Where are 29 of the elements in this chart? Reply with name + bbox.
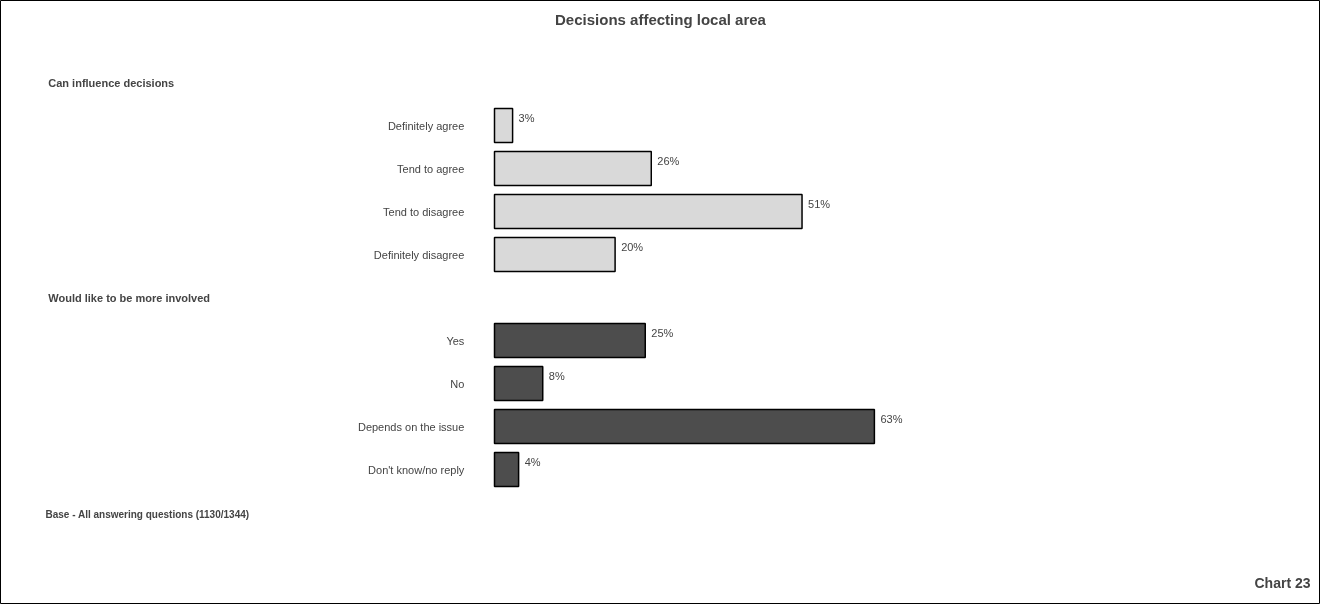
bar (493, 150, 653, 187)
data-label: 20% (621, 240, 644, 253)
y-tick-label: Depends on the issue (357, 420, 465, 433)
data-label: 63% (880, 412, 903, 425)
data-label: 3% (518, 111, 535, 124)
y-tick-label: Definitely agree (387, 119, 465, 132)
bar (493, 236, 616, 273)
y-tick-label: No (450, 377, 465, 390)
caption: Chart 23 (1254, 574, 1311, 591)
y-tick-label: Don't know/no reply (368, 463, 465, 476)
y-tick-label: Tend to agree (397, 162, 465, 175)
y-tick-label: Tend to disagree (383, 205, 465, 218)
text: Base - All answering questions (1130/1344) (45, 509, 250, 520)
bar (493, 408, 876, 445)
data-label: 8% (548, 369, 565, 382)
bar (493, 107, 514, 144)
bar (493, 193, 803, 230)
bar (493, 451, 520, 488)
text: Can influence decisions (48, 76, 175, 89)
chart-title: Decisions affecting local area (555, 11, 767, 28)
data-label: 26% (657, 154, 680, 167)
data-label: 25% (651, 326, 674, 339)
data-label: 4% (524, 455, 541, 468)
y-tick-label: Definitely disagree (373, 248, 465, 261)
text: Would like to be more involved (48, 291, 211, 304)
data-label: 51% (808, 197, 831, 210)
bar (493, 322, 646, 359)
bar (493, 365, 544, 402)
y-tick-label: Yes (446, 334, 465, 347)
